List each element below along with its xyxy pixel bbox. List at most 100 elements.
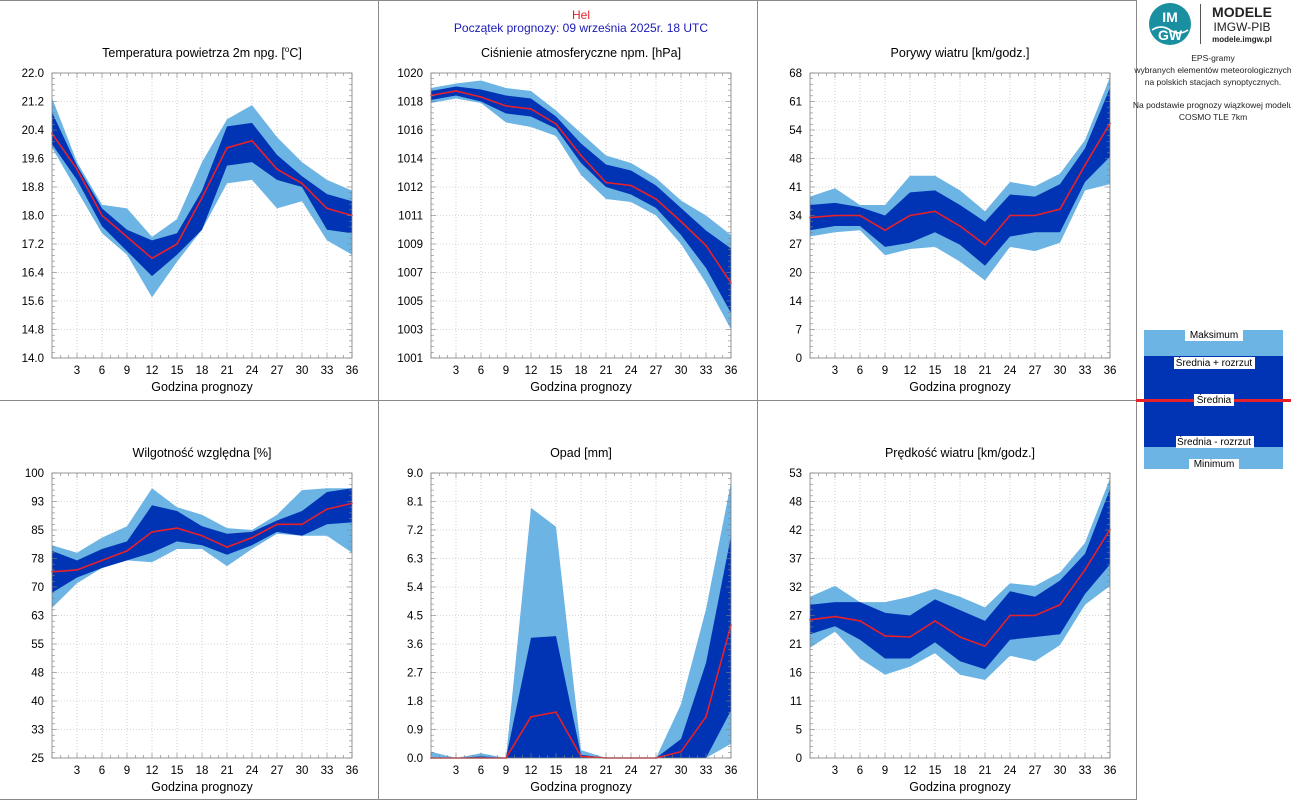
y-tick-label: 14.0 (22, 353, 44, 365)
y-tick-label: 41 (789, 182, 802, 194)
band-mean-spread (52, 112, 352, 277)
mean-point (505, 105, 507, 107)
mean-point (226, 546, 228, 548)
y-tick-label: 40 (31, 696, 44, 708)
x-tick-label: 18 (575, 365, 588, 377)
y-tick-label: 68 (789, 68, 802, 80)
x-tick-label: 6 (478, 765, 484, 777)
band-min-max (52, 488, 352, 608)
x-tick-label: 9 (882, 765, 888, 777)
x-tick-label: 24 (1004, 765, 1017, 777)
y-tick-label: 100 (25, 468, 44, 480)
y-tick-label: 15.6 (22, 296, 44, 308)
mean-point (859, 214, 861, 217)
logo-url: modele.imgw.pl (1212, 35, 1272, 44)
imgw-logo: IM GW MODELE IMGW-PIB modele.imgw.pl (1149, 3, 1272, 45)
logo-mark-top: IM (1162, 9, 1178, 25)
mean-point (151, 531, 153, 533)
mean-point (680, 750, 682, 753)
minor-ticks (430, 72, 732, 359)
y-tick-label: 42 (789, 525, 802, 537)
mean-point (101, 214, 103, 217)
mean-point (530, 715, 532, 718)
logo-circle-icon (1149, 3, 1191, 45)
chart-title-sup: o (285, 45, 290, 54)
y-tick-label: 1011 (398, 211, 423, 223)
mean-point (1009, 214, 1011, 217)
mean-point (934, 210, 936, 213)
y-tick-label: 0 (796, 353, 802, 365)
x-tick-label: 12 (904, 765, 917, 777)
description-block: EPS-gramy wybranych elementów meteorolog… (1133, 53, 1291, 122)
y-tick-label: 48 (789, 497, 802, 509)
minor-ticks (51, 72, 353, 359)
legend-max: Maksimum (1190, 330, 1238, 341)
x-tick-label: 33 (700, 365, 713, 377)
x-tick-label: 27 (1029, 765, 1042, 777)
y-tick-label: 14 (789, 296, 802, 308)
chart-title: Wilgotność względna [%] (133, 446, 272, 460)
mean-point (884, 635, 886, 637)
x-tick-label: 21 (600, 365, 613, 377)
y-tick-label: 27 (789, 611, 802, 623)
y-tick-label: 53 (789, 468, 802, 480)
minor-ticks (809, 472, 1111, 759)
x-tick-label: 15 (550, 365, 563, 377)
legend-mean-minus: Średnia - rozrzut (1177, 435, 1251, 448)
mean-point (201, 196, 203, 199)
y-tick-label: 21 (789, 639, 802, 651)
x-tick-label: 15 (929, 765, 942, 777)
mean-point (1009, 614, 1011, 617)
mean-point (1059, 603, 1061, 606)
y-tick-label: 54 (789, 125, 802, 137)
panel-gusts: Porywy wiatru [km/godz.] 0 7 14 20 27 34 41 48 54… (789, 46, 1116, 394)
panel-pressure: Ciśnienie atmosferyczne npm. [hPa] 1001 10… (397, 46, 737, 394)
x-tick-label: 30 (296, 765, 309, 777)
x-tick-label: 30 (675, 765, 688, 777)
y-tick-label: 1001 (397, 353, 423, 365)
panel-wind-speed: Prędkość wiatru [km/godz.] 0 5 11 16 21 27 32 37… (789, 446, 1116, 794)
mean-point (226, 146, 228, 149)
y-tick-label: 11 (790, 696, 802, 708)
mean-point (326, 508, 328, 510)
x-tick-label: 36 (1104, 765, 1117, 777)
x-tick-label: 12 (904, 365, 917, 377)
mean-point (76, 569, 78, 571)
logo-wave-icon (1151, 26, 1189, 34)
band-mean-spread (810, 87, 1110, 266)
x-axis-label: Godzina prognozy (151, 780, 253, 794)
mean-point (251, 139, 253, 142)
description-line: na polskich stacjach synoptycznych. (1145, 77, 1282, 87)
y-tick-label: 16.4 (22, 268, 45, 280)
description-line: wybranych elementów meteorologicznych (1133, 65, 1291, 75)
x-tick-label: 18 (196, 765, 209, 777)
x-tick-label: 15 (550, 765, 563, 777)
mean-point (884, 229, 886, 232)
x-tick-label: 21 (221, 365, 234, 377)
description-line: EPS-gramy (1191, 53, 1235, 63)
forecast-start: Początek prognozy: 09 września 2025r. 18… (454, 21, 708, 35)
mean-point (1034, 214, 1036, 217)
x-tick-label: 24 (246, 365, 259, 377)
y-tick-label: 63 (31, 611, 44, 623)
chart-title: Ciśnienie atmosferyczne npm. [hPa] (481, 46, 681, 60)
mean-point (605, 181, 607, 184)
y-tick-label: 5 (796, 725, 802, 737)
mean-point (276, 523, 278, 526)
y-tick-label: 33 (31, 725, 44, 737)
y-tick-label: 93 (31, 497, 44, 509)
legend-min: Minimum (1194, 459, 1235, 470)
x-tick-label: 3 (832, 765, 838, 777)
x-tick-label: 21 (979, 365, 992, 377)
minor-ticks (51, 472, 353, 759)
minor-ticks (809, 72, 1111, 359)
band-mean-spread (431, 536, 731, 758)
mean-point (101, 559, 103, 562)
x-tick-label: 21 (979, 765, 992, 777)
x-tick-label: 12 (146, 765, 159, 777)
chart-title: Porywy wiatru [km/godz.] (891, 46, 1030, 60)
x-tick-label: 3 (74, 765, 80, 777)
y-tick-label: 9.0 (407, 468, 423, 480)
x-tick-label: 36 (346, 365, 359, 377)
